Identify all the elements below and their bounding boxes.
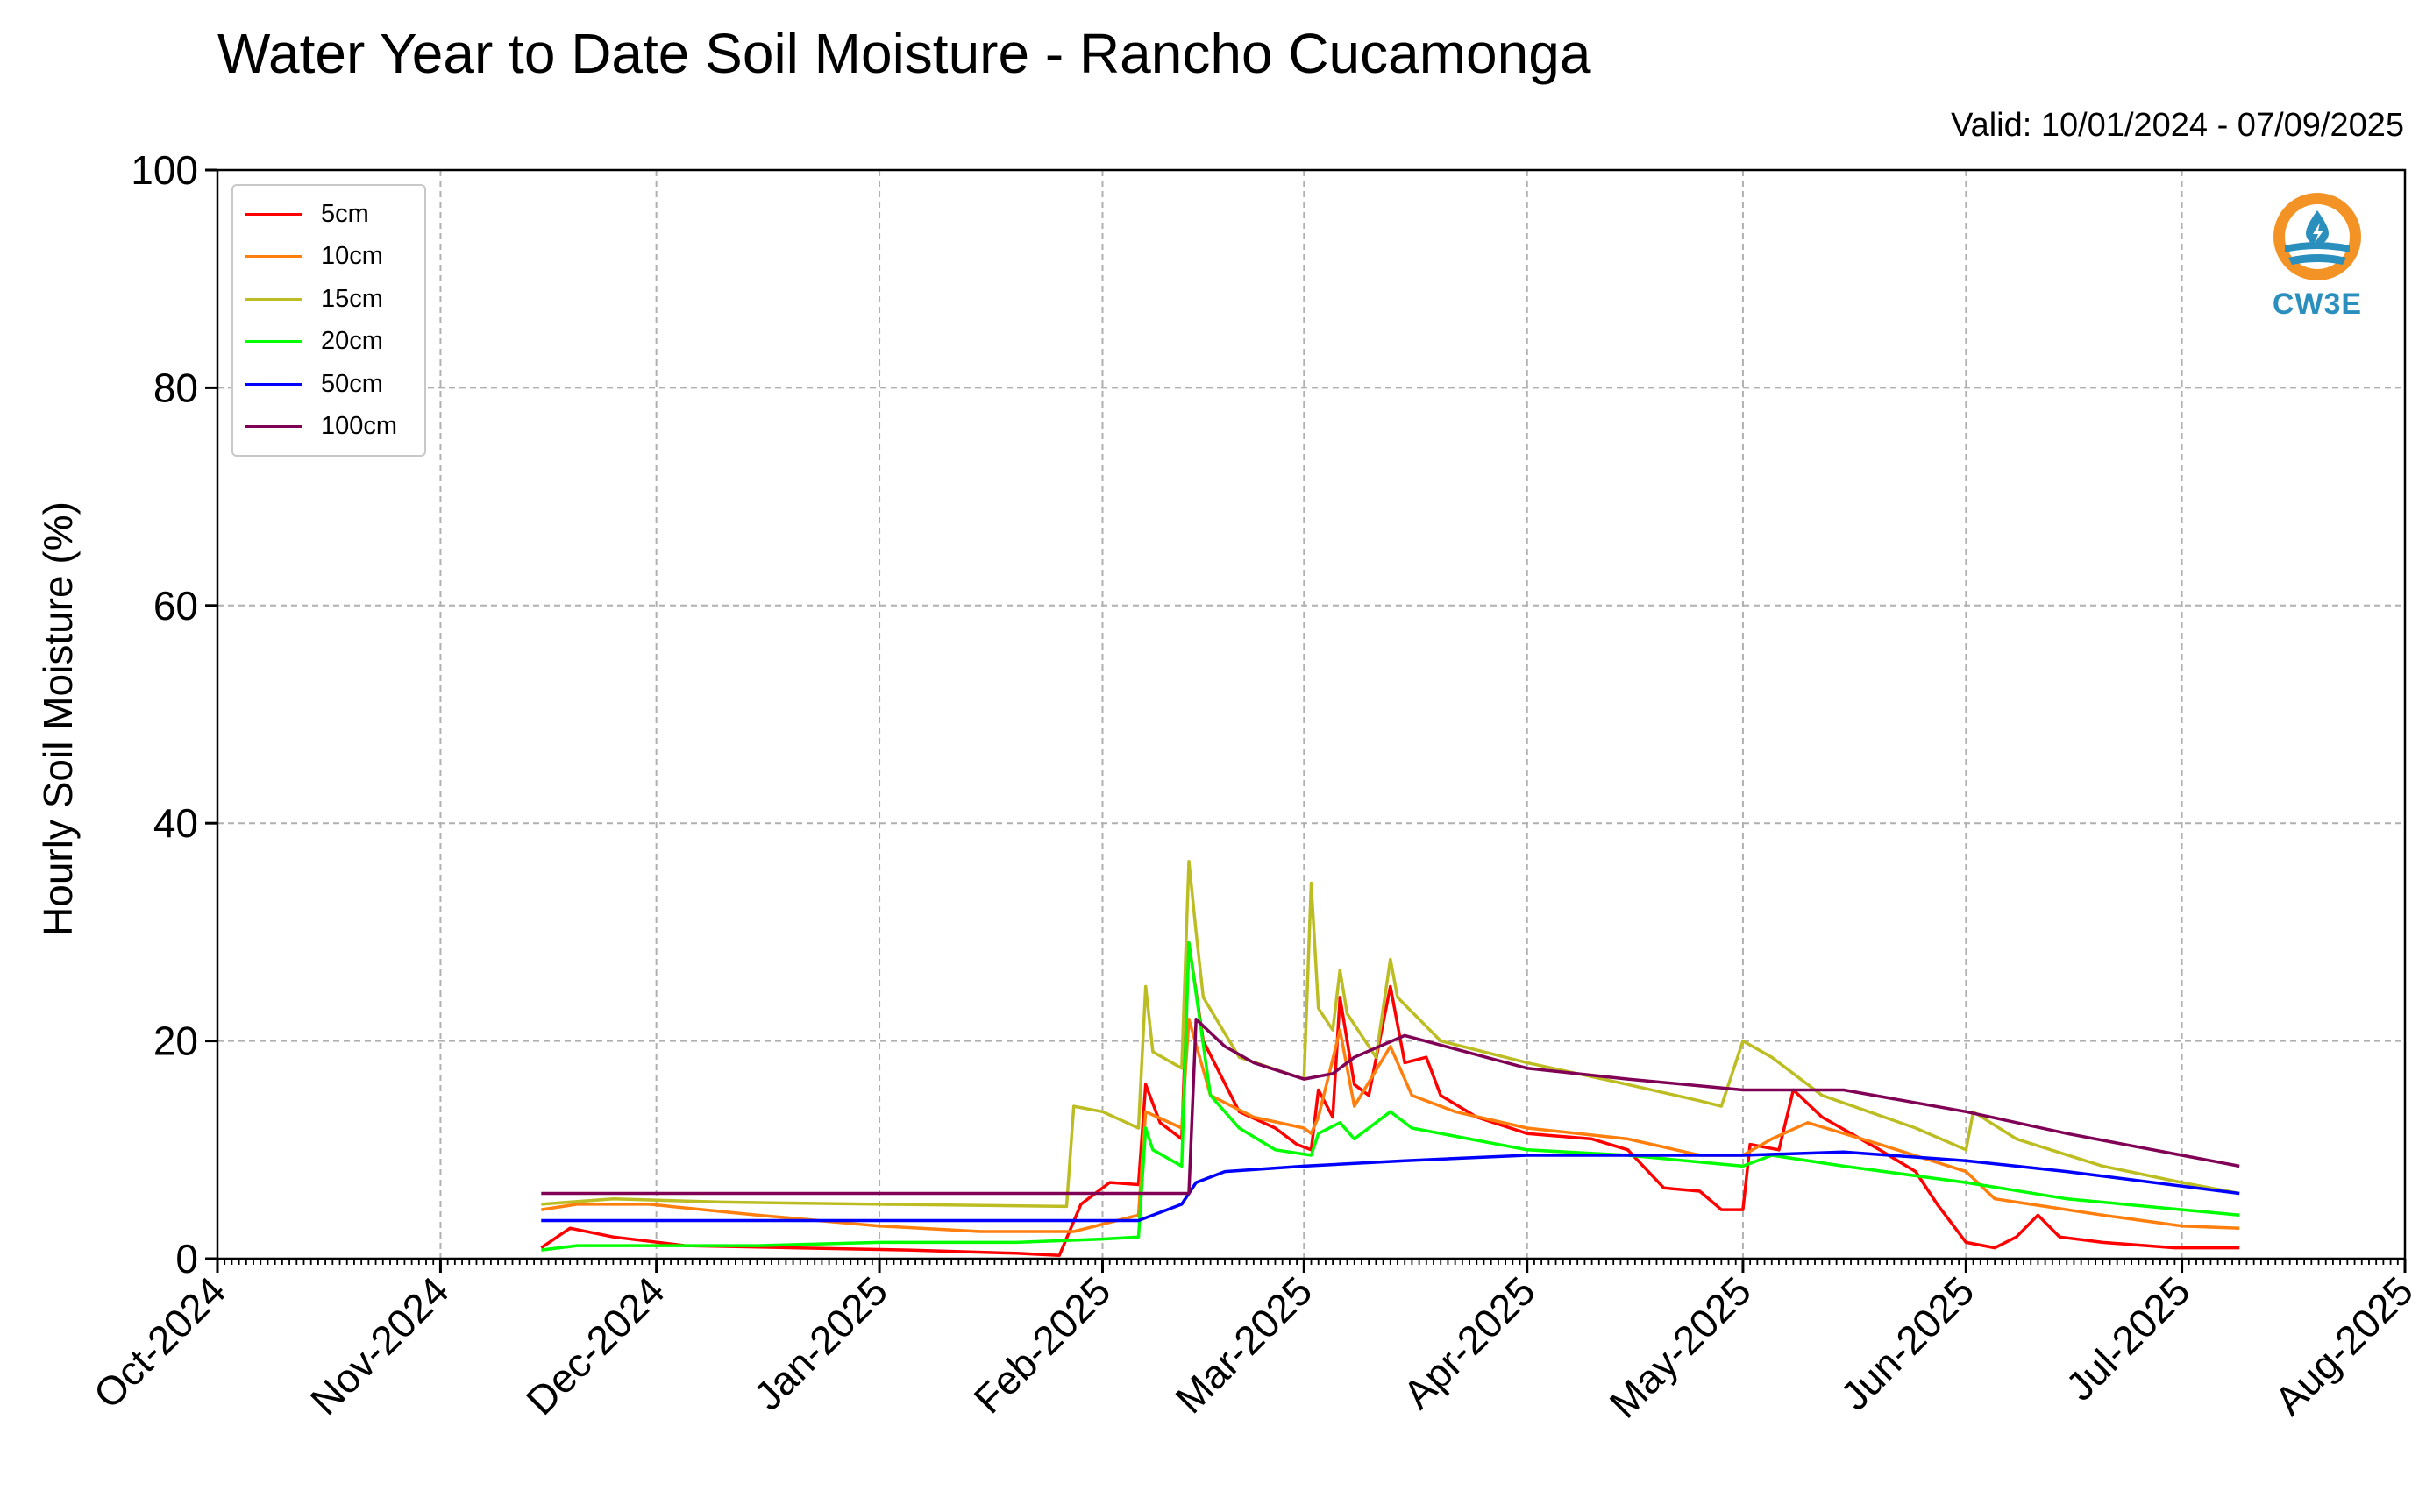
- y-tick-label: 100: [131, 147, 198, 193]
- y-tick-label: 60: [153, 583, 198, 628]
- legend-item-10cm: 10cm: [233, 236, 424, 279]
- y-tick-label: 40: [153, 800, 198, 846]
- legend-swatch: [245, 425, 302, 429]
- legend-label: 15cm: [321, 284, 383, 313]
- legend-label: 100cm: [321, 412, 398, 441]
- y-tick-label: 80: [153, 365, 198, 410]
- cw3e-logo: CW3E: [2252, 184, 2383, 324]
- cw3e-drop-logo-icon: [2273, 193, 2361, 280]
- x-tick-label: Nov-2024: [302, 1267, 458, 1423]
- legend-label: 20cm: [321, 327, 383, 356]
- y-tick-label: 20: [153, 1019, 198, 1064]
- legend-item-20cm: 20cm: [233, 321, 424, 364]
- series-line-100cm: [541, 1018, 2240, 1196]
- legend-swatch: [245, 340, 302, 344]
- series-lines: [540, 859, 2240, 1258]
- x-tick-label: Jun-2025: [1832, 1267, 1982, 1418]
- y-tick-label: 0: [175, 1236, 198, 1281]
- legend-swatch: [245, 212, 302, 216]
- legend-item-50cm: 50cm: [233, 363, 424, 406]
- x-tick-label: Apr-2025: [1394, 1267, 1544, 1417]
- legend-item-15cm: 15cm: [233, 278, 424, 321]
- x-tick-label: Jul-2025: [2057, 1267, 2199, 1409]
- logo-text: CW3E: [2272, 287, 2363, 321]
- legend-item-5cm: 5cm: [233, 193, 424, 236]
- x-tick-label: Jan-2025: [745, 1267, 896, 1418]
- series-line-10cm: [541, 1018, 2240, 1233]
- x-tick-label: Oct-2024: [85, 1267, 235, 1417]
- legend-swatch: [245, 297, 302, 301]
- legend-item-100cm: 100cm: [233, 406, 424, 449]
- legend: 5cm 10cm 15cm 20cm 50cm 100cm: [231, 184, 426, 457]
- grid: [217, 169, 2406, 1260]
- x-tick-label: May-2025: [1601, 1267, 1760, 1426]
- legend-swatch: [245, 255, 302, 259]
- x-tick-label: Dec-2024: [517, 1267, 673, 1423]
- valid-date-range: Valid: 10/01/2024 - 07/09/2025: [1951, 107, 2404, 144]
- series-line-50cm: [541, 1150, 2240, 1223]
- legend-label: 10cm: [321, 242, 383, 271]
- legend-label: 5cm: [321, 199, 369, 228]
- series-line-5cm: [540, 941, 2240, 1258]
- legend-swatch: [245, 382, 302, 386]
- legend-label: 50cm: [321, 369, 383, 398]
- axes: Oct-2024 Nov-2024 Dec-2024 Jan-2025 Feb-2025…: [85, 147, 2422, 1427]
- x-tick-label: Aug-2025: [2266, 1267, 2422, 1423]
- plot-frame: [216, 168, 2407, 1260]
- x-tick-label: Mar-2025: [1166, 1267, 1320, 1422]
- x-tick-label: Feb-2025: [965, 1267, 1120, 1422]
- series-line-20cm: [541, 941, 2240, 1252]
- chart-title: Water Year to Date Soil Moisture - Ranch…: [217, 22, 1591, 85]
- series-line-15cm: [541, 859, 2240, 1209]
